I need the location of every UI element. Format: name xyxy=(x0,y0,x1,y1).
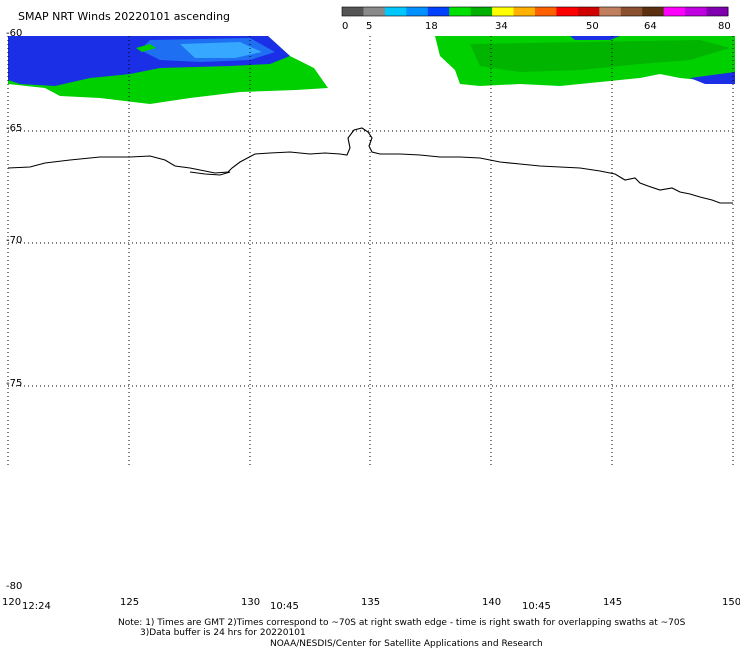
coastline-inner xyxy=(189,171,231,176)
colorbar-segment xyxy=(599,7,622,16)
swath-right-blue-corner xyxy=(690,72,735,84)
gridlines xyxy=(7,36,735,465)
lat-label-60: -60 xyxy=(6,28,22,39)
colorbar-segment xyxy=(406,7,429,16)
colorbar-segment xyxy=(449,7,472,16)
colorbar-segment xyxy=(384,7,407,16)
colorbar-segment xyxy=(620,7,643,16)
time-label-2: 10:45 xyxy=(270,601,299,612)
colorbar-tick-50: 50 xyxy=(586,21,599,32)
wind-swath-left xyxy=(8,36,328,104)
lat-label-65: -65 xyxy=(6,123,22,134)
lon-label-125: 125 xyxy=(120,597,139,608)
swath-right-green-dark xyxy=(470,40,730,72)
lon-label-120: 120 xyxy=(2,597,21,608)
colorbar-segment xyxy=(427,7,450,16)
colorbar-segment xyxy=(706,7,729,16)
colorbar-segment xyxy=(663,7,686,16)
colorbar-tick-64: 64 xyxy=(644,21,657,32)
colorbar-tick-18: 18 xyxy=(425,21,438,32)
lat-label-80: -80 xyxy=(6,581,22,592)
colorbar-border xyxy=(341,6,729,17)
wind-swath-right xyxy=(435,36,735,86)
colorbar-segment xyxy=(492,7,515,16)
swath-left-blue-light xyxy=(180,42,262,58)
lon-label-130: 130 xyxy=(241,597,260,608)
colorbar-segment xyxy=(577,7,600,16)
colorbar xyxy=(341,6,729,17)
colorbar-segment xyxy=(556,7,579,16)
latitude-labels: -60 -65 -70 -75 -80 xyxy=(6,28,22,592)
lat-label-75: -75 xyxy=(6,378,22,389)
coastline xyxy=(7,127,733,204)
lon-label-150: 150 xyxy=(722,597,740,608)
colorbar-tick-5: 5 xyxy=(366,21,372,32)
lon-label-135: 135 xyxy=(361,597,380,608)
note-line-2: 3)Data buffer is 24 hrs for 20220101 xyxy=(140,628,306,638)
colorbar-segment xyxy=(642,7,665,16)
colorbar-segment xyxy=(513,7,536,16)
colorbar-segment xyxy=(685,7,708,16)
map-title: SMAP NRT Winds 20220101 ascending xyxy=(18,10,230,23)
lon-label-140: 140 xyxy=(482,597,501,608)
time-label-1: 12:24 xyxy=(22,601,51,612)
footnotes: Note: 1) Times are GMT 2)Times correspon… xyxy=(118,618,686,649)
colorbar-segment xyxy=(363,7,386,16)
colorbar-tick-80: 80 xyxy=(718,21,731,32)
note-line-3: NOAA/NESDIS/Center for Satellite Applica… xyxy=(270,639,543,649)
swath-times: 12:24 10:45 10:45 xyxy=(22,601,551,612)
swath-right-blue-edge xyxy=(570,36,620,40)
colorbar-segment xyxy=(342,7,364,16)
colorbar-segment xyxy=(535,7,557,16)
swath-left-green-island xyxy=(136,44,156,52)
colorbar-tick-0: 0 xyxy=(342,21,348,32)
time-label-3: 10:45 xyxy=(522,601,551,612)
note-line-1: Note: 1) Times are GMT 2)Times correspon… xyxy=(118,618,686,628)
lon-label-145: 145 xyxy=(603,597,622,608)
longitude-labels: 120 125 130 135 140 145 150 xyxy=(2,597,740,608)
lat-label-70: -70 xyxy=(6,235,22,246)
colorbar-segment xyxy=(470,7,493,16)
colorbar-tick-labels: 0 5 18 34 50 64 80 xyxy=(342,21,731,32)
colorbar-tick-34: 34 xyxy=(495,21,508,32)
